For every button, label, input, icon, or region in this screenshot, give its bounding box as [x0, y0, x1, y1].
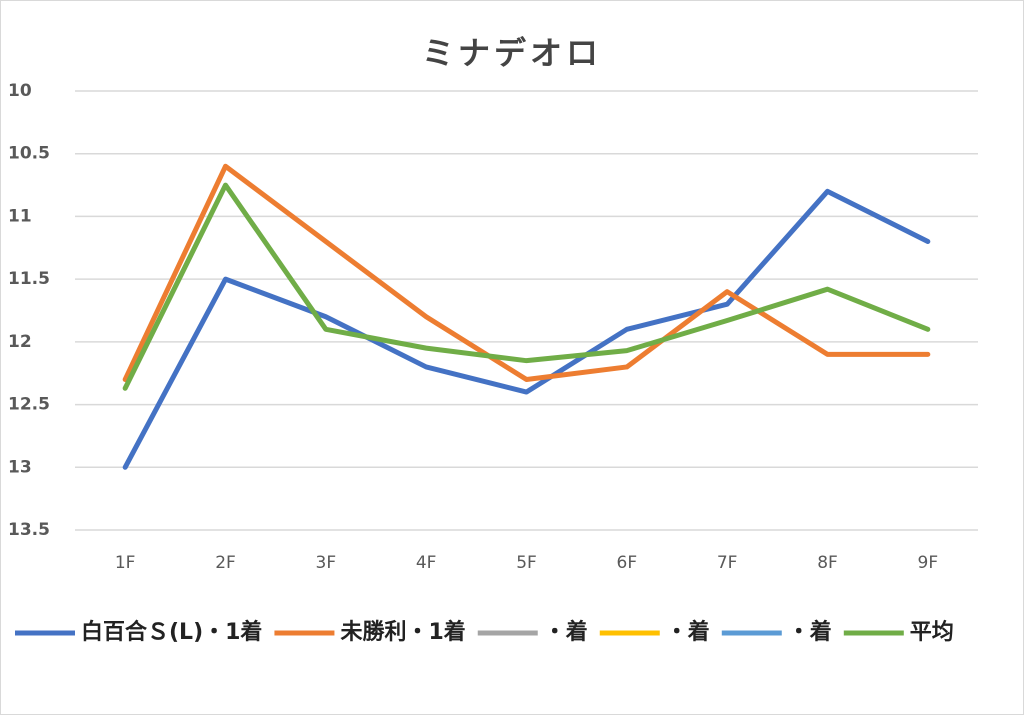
y-tick-label: 11.5 — [8, 269, 50, 289]
legend-label: 白百合Ｓ(L)・1着 — [81, 619, 262, 645]
y-tick-label: 13 — [8, 457, 32, 477]
x-tick-label: 9F — [918, 553, 939, 573]
x-tick-label: 5F — [516, 553, 537, 573]
legend-label: ・着 — [788, 619, 832, 645]
y-tick-label: 12 — [8, 332, 32, 352]
x-tick-label: 2F — [215, 553, 236, 573]
x-tick-label: 4F — [416, 553, 437, 573]
legend-label: 未勝利・1着 — [340, 619, 465, 645]
y-tick-label: 10 — [8, 81, 32, 101]
series-line — [122, 182, 931, 391]
x-tick-label: 7F — [717, 553, 738, 573]
y-tick-label: 10.5 — [8, 144, 50, 164]
legend-label: ・着 — [666, 619, 710, 645]
x-tick-label: 6F — [617, 553, 638, 573]
series-line — [122, 163, 931, 382]
series-line — [122, 188, 931, 470]
y-tick-label: 11 — [8, 206, 32, 226]
legend-label: ・着 — [544, 619, 588, 645]
y-tick-label: 13.5 — [8, 520, 50, 540]
x-tick-label: 8F — [817, 553, 838, 573]
chart-title: ミナデオロ — [422, 34, 602, 72]
legend-label: 平均 — [910, 619, 954, 645]
y-tick-label: 12.5 — [8, 395, 50, 415]
x-tick-label: 3F — [316, 553, 337, 573]
x-tick-label: 1F — [115, 553, 136, 573]
